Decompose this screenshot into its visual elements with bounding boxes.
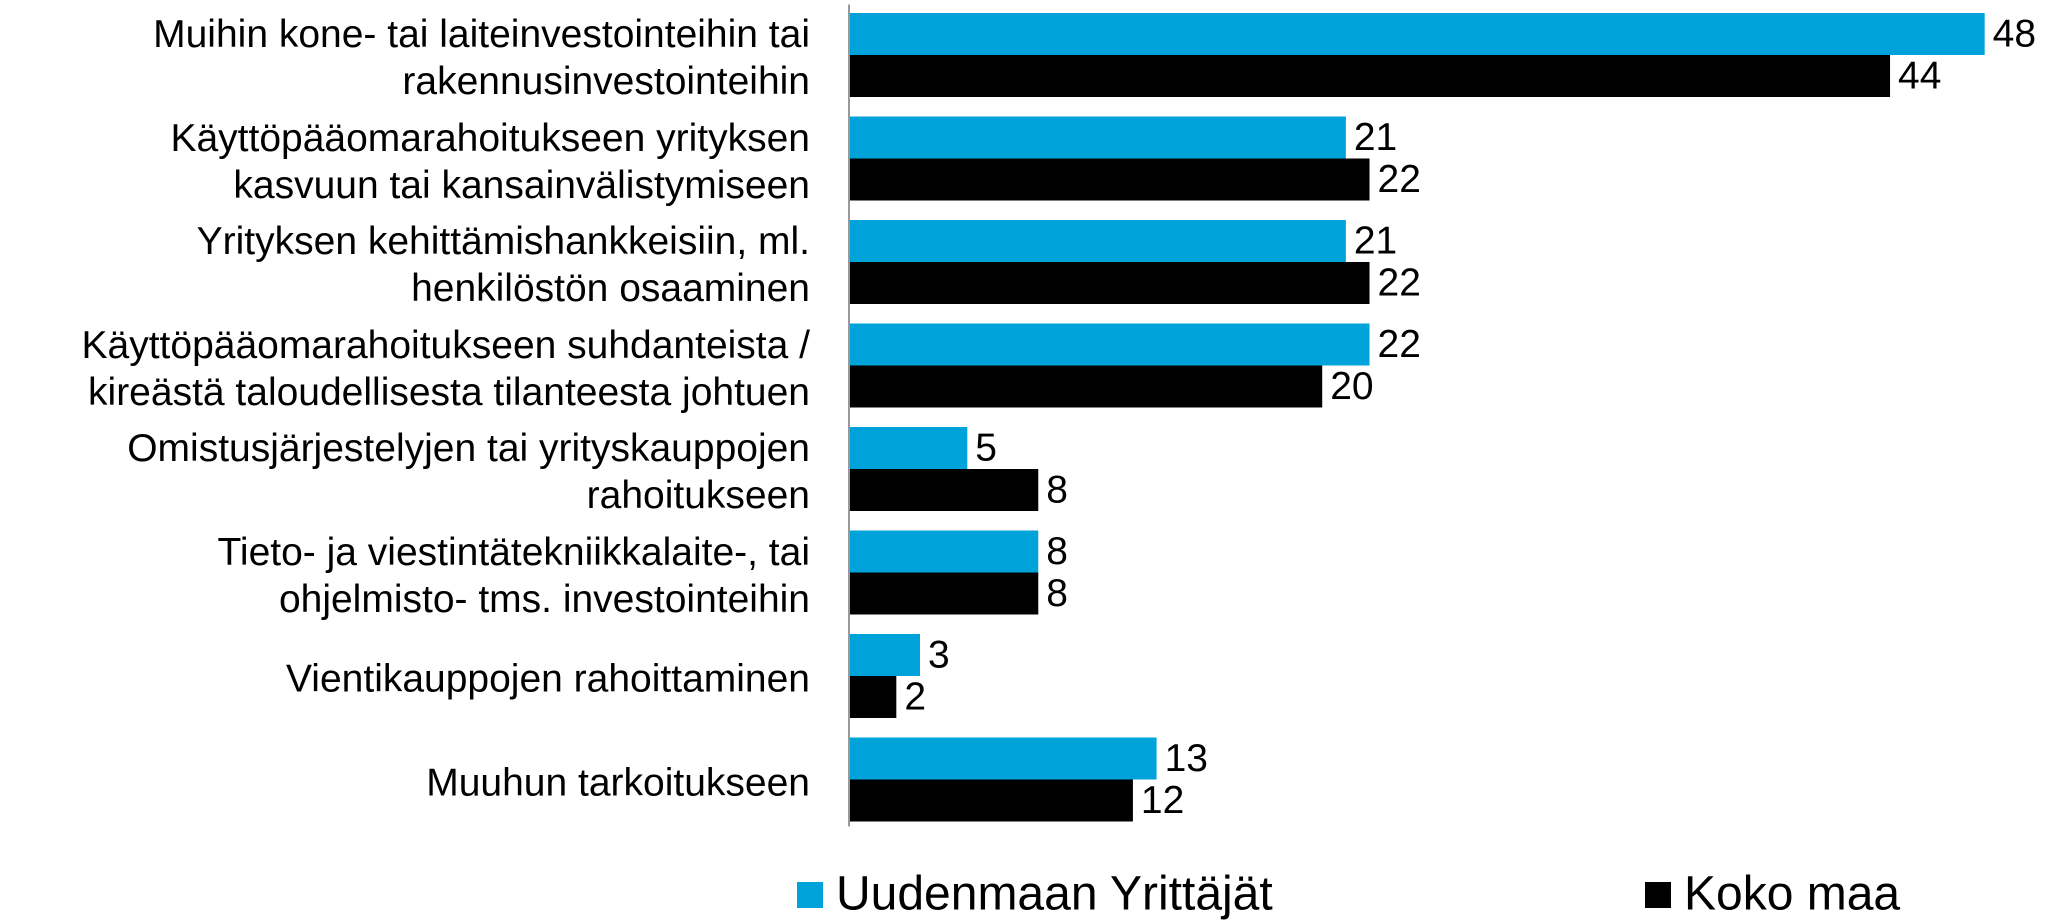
bar — [849, 116, 1346, 159]
value-label: 5 — [975, 426, 997, 469]
value-label: 22 — [1378, 158, 1421, 201]
bar — [849, 262, 1370, 304]
legend-label: Uudenmaan Yrittäjät — [836, 868, 1273, 921]
value-label: 8 — [1046, 572, 1068, 615]
category-label: Vientikauppojen rahoittaminen — [286, 657, 810, 701]
value-label: 8 — [1046, 530, 1068, 573]
bar — [849, 220, 1346, 262]
value-label: 12 — [1141, 779, 1184, 822]
bar — [849, 427, 968, 469]
bar — [849, 737, 1157, 780]
legend-swatch — [797, 882, 823, 908]
value-label: 44 — [1898, 54, 1941, 97]
category-label: Käyttöpääomarahoitukseen yrityksen kasvu… — [170, 116, 810, 207]
value-label: 20 — [1330, 365, 1373, 408]
value-label: 22 — [1378, 261, 1421, 304]
value-label: 21 — [1354, 116, 1397, 159]
legend-label: Koko maa — [1684, 868, 1900, 921]
legend-swatch — [1645, 882, 1671, 908]
value-label: 22 — [1378, 323, 1421, 366]
value-label: 48 — [1993, 12, 2036, 55]
value-label: 13 — [1165, 737, 1208, 780]
value-label: 3 — [928, 633, 950, 676]
bar — [849, 55, 1891, 97]
bar — [849, 530, 1039, 573]
bar — [849, 158, 1370, 201]
category-label: Tieto- ja viestintätekniikkalaite-, tai … — [217, 530, 810, 621]
category-label: Muihin kone- tai laiteinvestointeihin ta… — [153, 13, 810, 104]
bar — [849, 469, 1039, 511]
value-label: 21 — [1354, 219, 1397, 262]
value-label: 8 — [1046, 468, 1068, 511]
bar — [849, 365, 1323, 408]
bar — [849, 676, 897, 718]
bar — [849, 572, 1039, 615]
category-label: Käyttöpääomarahoitukseen suhdanteista / … — [81, 323, 811, 414]
bar — [849, 779, 1133, 822]
bar — [849, 13, 1985, 55]
category-label: Omistusjärjestelyjen tai yrityskauppojen… — [127, 427, 810, 518]
value-label: 2 — [904, 675, 926, 718]
bar — [849, 634, 920, 676]
category-label: Muuhun tarkoitukseen — [426, 761, 810, 805]
bar — [849, 323, 1370, 366]
category-label: Yrityksen kehittämishankkeisiin, ml. hen… — [196, 220, 810, 311]
